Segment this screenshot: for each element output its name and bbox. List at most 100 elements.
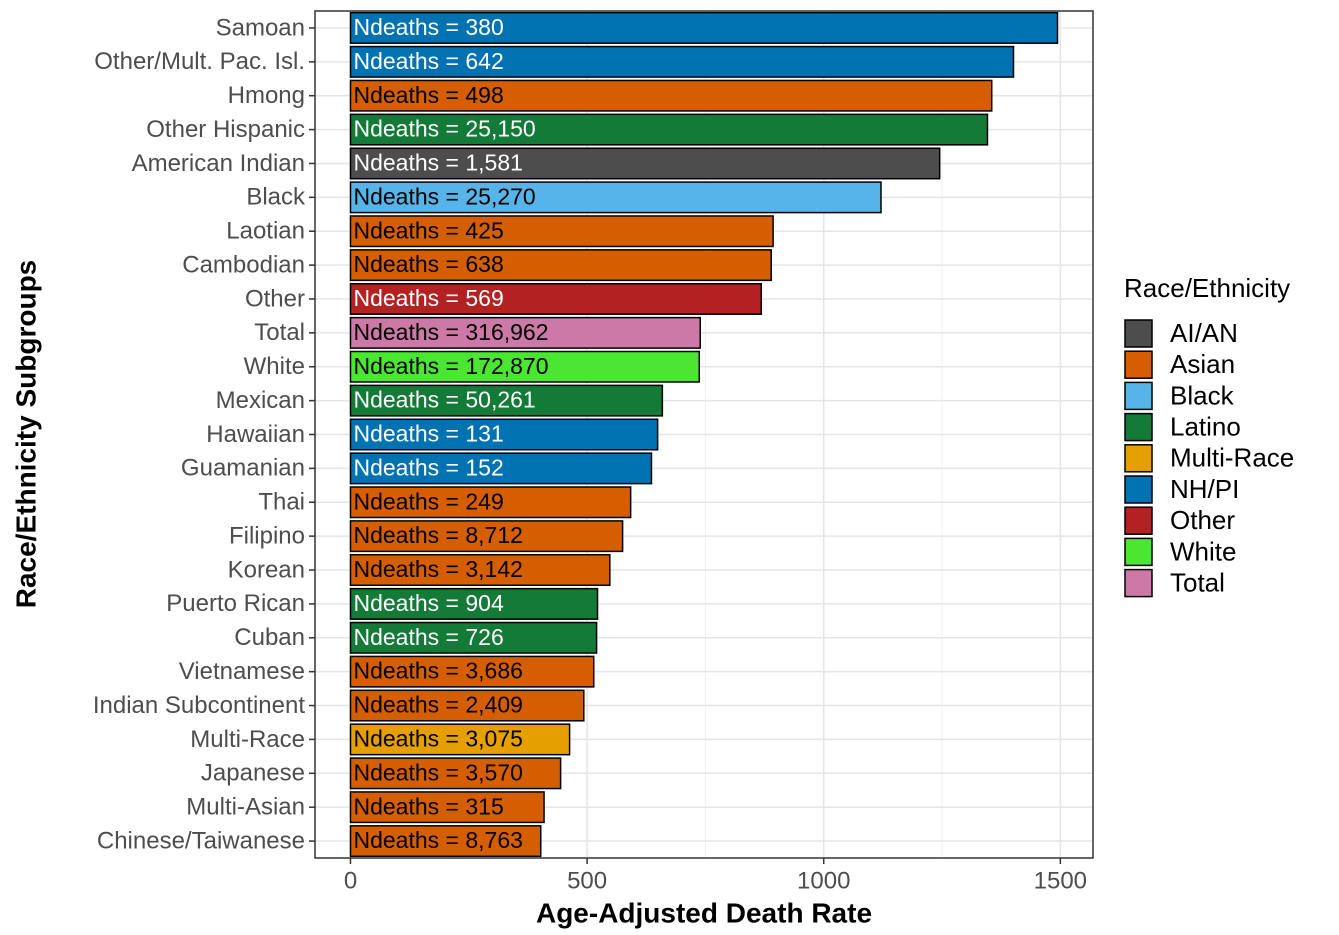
y-tick-label: Japanese bbox=[201, 760, 305, 787]
bar-label: Ndeaths = 315 bbox=[353, 793, 503, 819]
bar-label: Ndeaths = 642 bbox=[353, 48, 503, 74]
bar bbox=[349, 554, 611, 587]
y-tick-label: Puerto Rican bbox=[166, 590, 305, 617]
bar bbox=[349, 520, 624, 553]
bar bbox=[349, 655, 595, 688]
y-tick-label: Filipino bbox=[229, 522, 305, 549]
bar-label: Ndeaths = 152 bbox=[353, 454, 503, 480]
y-tick-label: Other/Mult. Pac. Isl. bbox=[94, 48, 305, 75]
y-tick-label: White bbox=[244, 353, 305, 380]
bar bbox=[349, 282, 763, 315]
bar-label: Ndeaths = 8,763 bbox=[353, 827, 522, 853]
bar-label: Ndeaths = 316,962 bbox=[353, 319, 548, 345]
y-tick-label: Mexican bbox=[216, 387, 305, 414]
bar bbox=[349, 45, 1015, 78]
bar bbox=[349, 418, 659, 451]
legend-swatch bbox=[1124, 475, 1153, 504]
bar bbox=[349, 587, 599, 620]
y-tick-label: Korean bbox=[228, 556, 305, 583]
bar-label: Ndeaths = 425 bbox=[353, 217, 503, 243]
bar bbox=[349, 689, 585, 722]
bar-label: Ndeaths = 2,409 bbox=[353, 692, 522, 718]
legend-label: Black bbox=[1170, 380, 1235, 410]
legend-label: AI/AN bbox=[1170, 318, 1238, 348]
bar-label: Ndeaths = 8,712 bbox=[353, 522, 522, 548]
bar-label: Ndeaths = 25,150 bbox=[353, 116, 535, 142]
legend-swatch bbox=[1124, 506, 1153, 535]
legend-label: Total bbox=[1170, 567, 1225, 597]
bar-label: Ndeaths = 50,261 bbox=[353, 387, 535, 413]
legend-label: Other bbox=[1170, 505, 1235, 535]
y-tick-label: Hawaiian bbox=[206, 421, 305, 448]
bar-label: Ndeaths = 25,270 bbox=[353, 183, 535, 209]
bar-label: Ndeaths = 3,142 bbox=[353, 556, 522, 582]
y-tick-label: Other Hispanic bbox=[146, 116, 305, 143]
legend-title: Race/Ethnicity bbox=[1124, 273, 1290, 303]
bar bbox=[349, 621, 598, 654]
bar bbox=[349, 316, 701, 349]
y-tick-label: Total bbox=[254, 319, 305, 346]
bar bbox=[349, 452, 653, 485]
legend-swatch bbox=[1124, 412, 1153, 442]
bar bbox=[349, 147, 941, 180]
y-tick-label: Cambodian bbox=[182, 251, 305, 278]
bar-label: Ndeaths = 3,686 bbox=[353, 658, 522, 684]
y-tick-label: Laotian bbox=[226, 218, 305, 245]
bar bbox=[349, 181, 882, 214]
bar-label: Ndeaths = 3,075 bbox=[353, 725, 522, 751]
bar-label: Ndeaths = 1,581 bbox=[353, 150, 522, 176]
legend-swatch bbox=[1124, 537, 1153, 567]
x-tick-label: 1500 bbox=[1034, 867, 1087, 894]
y-tick-label: Black bbox=[246, 184, 306, 211]
legend-label: Multi-Race bbox=[1170, 443, 1294, 473]
bar bbox=[349, 791, 545, 824]
bar bbox=[349, 79, 993, 112]
bar-label: Ndeaths = 904 bbox=[353, 590, 503, 616]
legend-label: White bbox=[1170, 536, 1236, 566]
panel-border bbox=[314, 10, 1094, 859]
y-tick-label: Other bbox=[245, 285, 305, 312]
legend-label: NH/PI bbox=[1170, 474, 1239, 504]
x-tick-label: 0 bbox=[344, 867, 357, 894]
y-tick-label: American Indian bbox=[132, 150, 305, 177]
bar bbox=[349, 215, 774, 248]
bar bbox=[349, 249, 772, 282]
legend-swatch bbox=[1124, 319, 1153, 348]
bar-label: Ndeaths = 569 bbox=[353, 285, 503, 311]
bar bbox=[349, 350, 701, 383]
y-axis-title: Race/Ethnicity Subgroups bbox=[10, 260, 41, 609]
legend-swatch bbox=[1124, 568, 1153, 598]
bar bbox=[349, 11, 1059, 44]
y-tick-label: Chinese/Taiwanese bbox=[97, 827, 305, 854]
x-axis-title: Age-Adjusted Death Rate bbox=[536, 897, 872, 928]
bar bbox=[349, 757, 562, 790]
legend-swatch bbox=[1124, 381, 1153, 411]
legend-swatch bbox=[1124, 444, 1153, 473]
y-tick-label: Samoan bbox=[216, 14, 305, 41]
bar-label: Ndeaths = 172,870 bbox=[353, 353, 548, 379]
bar-label: Ndeaths = 498 bbox=[353, 82, 503, 108]
y-tick-label: Guamanian bbox=[181, 455, 305, 482]
bar bbox=[349, 723, 571, 756]
bar bbox=[349, 384, 664, 417]
y-tick-label: Multi-Asian bbox=[186, 794, 305, 821]
legend-swatch bbox=[1124, 350, 1153, 379]
y-tick-label: Indian Subcontinent bbox=[93, 692, 306, 719]
bar-label: Ndeaths = 726 bbox=[353, 624, 503, 650]
bar bbox=[349, 486, 632, 519]
bar bbox=[349, 825, 542, 858]
bar-label: Ndeaths = 380 bbox=[353, 14, 503, 40]
y-tick-label: Hmong bbox=[228, 82, 305, 109]
y-tick-label: Cuban bbox=[234, 624, 305, 651]
y-tick-label: Vietnamese bbox=[179, 658, 305, 685]
bar-label: Ndeaths = 249 bbox=[353, 488, 503, 514]
bar-label: Ndeaths = 131 bbox=[353, 421, 503, 447]
x-tick-label: 1000 bbox=[797, 867, 850, 894]
bar bbox=[349, 113, 989, 146]
y-tick-label: Thai bbox=[258, 489, 305, 516]
bar-label: Ndeaths = 3,570 bbox=[353, 759, 522, 785]
legend-label: Latino bbox=[1170, 411, 1241, 441]
bar-label: Ndeaths = 638 bbox=[353, 251, 503, 277]
legend-label: Asian bbox=[1170, 349, 1235, 379]
